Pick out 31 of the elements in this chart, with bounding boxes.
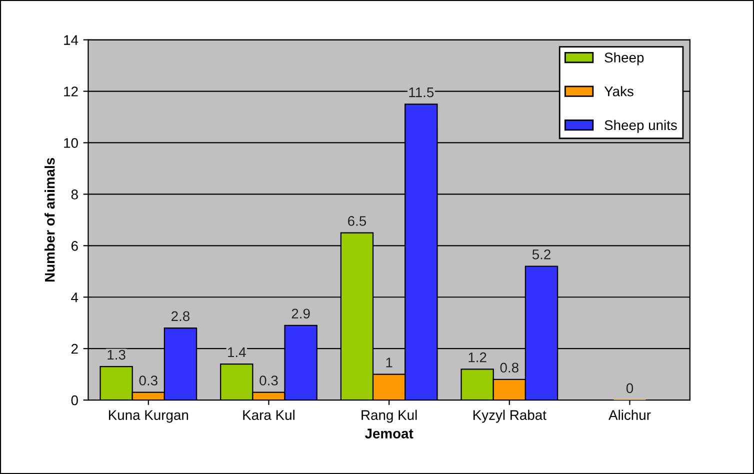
y-tick-label: 8 bbox=[71, 190, 78, 200]
y-tick-label: 14 bbox=[64, 35, 78, 45]
data-label: 11.5 bbox=[409, 88, 434, 98]
x-tick-label: Kuna Kurgan bbox=[108, 410, 188, 423]
data-label: 1.4 bbox=[228, 347, 246, 357]
legend-label: Sheep units bbox=[604, 120, 677, 133]
x-tick-label: Kara Kul bbox=[243, 410, 294, 420]
data-label: 0.3 bbox=[260, 376, 278, 386]
data-label: 2.8 bbox=[172, 311, 190, 322]
y-axis-title: Number of animals bbox=[44, 158, 55, 282]
data-label: 6.5 bbox=[348, 216, 366, 226]
y-tick-label: 0 bbox=[71, 395, 78, 406]
x-axis-title: Jemoat bbox=[364, 428, 414, 438]
x-tick-label: Alichur bbox=[608, 410, 651, 420]
data-label: 1.3 bbox=[108, 350, 126, 360]
y-tick-label: 6 bbox=[71, 241, 78, 251]
data-label: 0.3 bbox=[139, 376, 158, 386]
data-label: 5.2 bbox=[532, 250, 550, 260]
y-tick-label: 4 bbox=[71, 292, 78, 302]
y-tick-label: 2 bbox=[71, 344, 78, 354]
legend-label: Yaks bbox=[604, 86, 634, 96]
data-label: 0 bbox=[626, 383, 634, 394]
y-tick-label: 10 bbox=[64, 138, 78, 148]
x-tick-label: Kyzyl Rabat bbox=[473, 410, 546, 423]
data-label: 2.9 bbox=[292, 308, 310, 319]
data-label: 1 bbox=[386, 358, 392, 368]
data-label: 1.2 bbox=[468, 352, 486, 362]
legend-label: Sheep bbox=[604, 52, 644, 66]
x-tick-label: Rang Kul bbox=[362, 410, 417, 423]
data-label: 0.8 bbox=[500, 362, 518, 373]
y-tick-label: 12 bbox=[64, 86, 78, 96]
